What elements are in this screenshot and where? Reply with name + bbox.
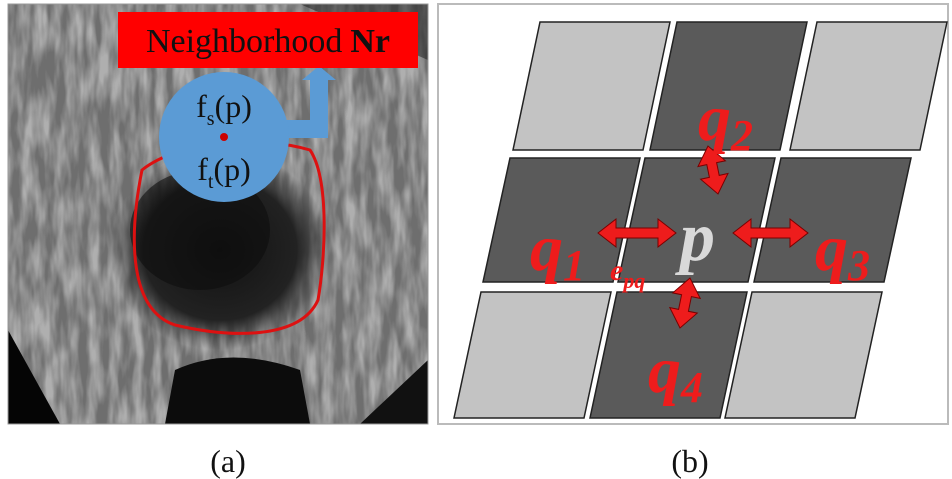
label-bold: Nr <box>350 23 390 60</box>
base: q <box>698 82 731 155</box>
cell <box>513 22 670 150</box>
rest: (p) <box>213 151 250 187</box>
rest: (p) <box>215 88 252 124</box>
label-word: Neighborhood <box>146 23 342 60</box>
base: q <box>530 212 563 285</box>
sub: pq <box>621 268 645 293</box>
p-label: p <box>675 199 715 276</box>
sub: 2 <box>730 111 753 160</box>
base: q <box>648 334 681 407</box>
cell <box>454 292 611 418</box>
caption: (a) <box>210 443 246 479</box>
base: q <box>815 212 848 285</box>
figure: NeighborhoodNr fs(p) ft(p) (a) q2 q1 q3 … <box>0 0 952 479</box>
cell <box>725 292 882 418</box>
sub: 1 <box>563 241 585 290</box>
base: f <box>197 151 208 187</box>
cell <box>790 22 947 150</box>
point-p <box>220 133 228 141</box>
base: e <box>610 254 623 287</box>
sub: 4 <box>680 363 703 412</box>
base: f <box>196 88 207 124</box>
sub: 3 <box>847 241 870 290</box>
caption: (b) <box>671 443 708 479</box>
source-label: fs(p) <box>196 88 252 130</box>
target-label: ft(p) <box>197 151 251 193</box>
sub: s <box>207 108 215 130</box>
